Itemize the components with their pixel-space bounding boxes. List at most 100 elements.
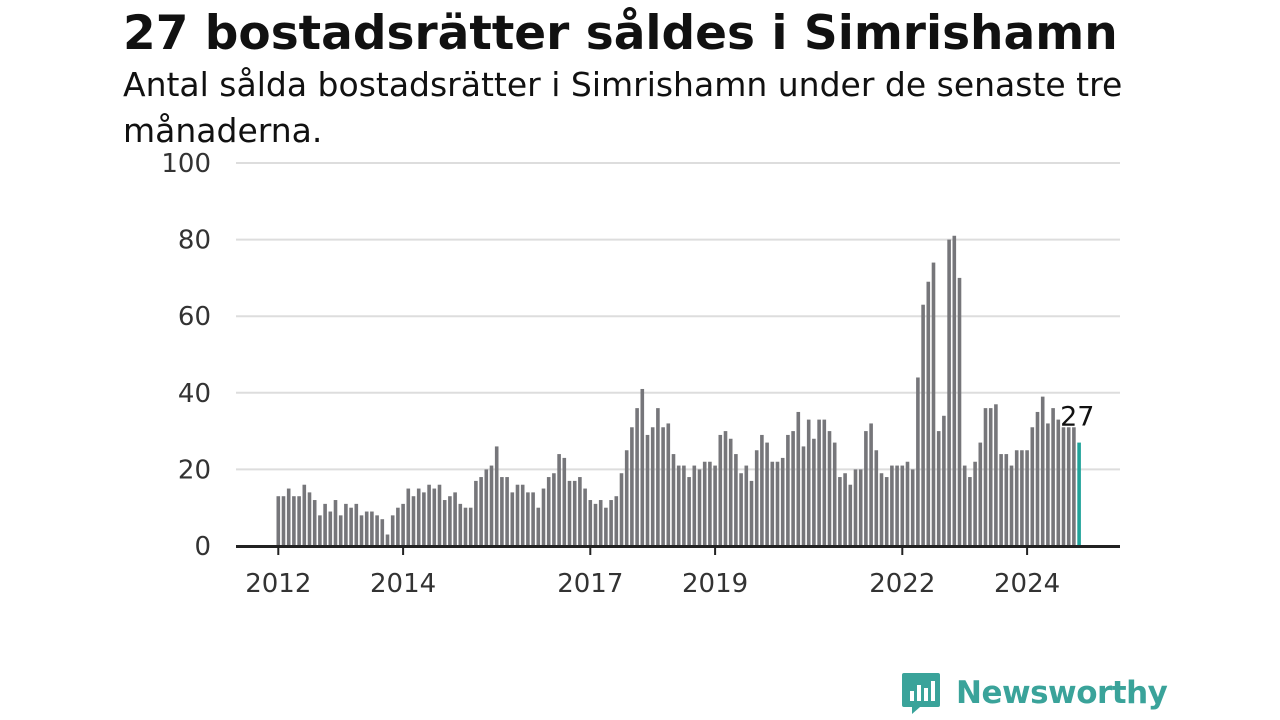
newsworthy-logo: Newsworthy — [900, 668, 1168, 718]
bar — [546, 477, 551, 546]
bar — [650, 427, 655, 546]
bar — [791, 431, 795, 546]
axes — [236, 545, 1120, 555]
bar — [1066, 427, 1071, 546]
bar — [952, 235, 957, 546]
bar — [630, 427, 634, 546]
labels: 0 20 40 60 80 100 2012 2014 2017 2019 2022 2024 27 — [161, 149, 1094, 599]
bar — [562, 457, 567, 546]
bar — [338, 515, 343, 546]
bar — [385, 534, 390, 546]
bar — [1035, 411, 1040, 546]
bar — [749, 480, 754, 546]
bar — [968, 477, 972, 546]
bar — [869, 423, 873, 546]
bar — [557, 454, 561, 546]
bar — [312, 500, 317, 546]
bar — [676, 465, 681, 546]
bar — [286, 488, 291, 546]
bar — [843, 473, 847, 546]
bar — [905, 461, 910, 546]
bar — [1025, 450, 1029, 546]
bar — [682, 465, 686, 546]
bar — [718, 434, 723, 546]
bar — [780, 457, 785, 546]
bar — [962, 465, 967, 546]
bar — [375, 515, 379, 546]
bar — [292, 496, 296, 546]
bar — [884, 477, 889, 546]
bar — [323, 503, 327, 546]
bar — [744, 465, 749, 546]
bar — [468, 507, 473, 546]
bar — [874, 450, 879, 546]
bar — [645, 434, 650, 546]
bar — [552, 473, 556, 546]
bar — [370, 511, 374, 546]
bar — [822, 419, 827, 546]
bar — [973, 461, 977, 546]
bar — [588, 500, 593, 546]
bar — [401, 503, 405, 546]
x-tick-label: 2019 — [682, 569, 748, 599]
bar — [978, 442, 983, 546]
bar — [593, 503, 598, 546]
bar — [853, 469, 858, 546]
bar — [708, 461, 712, 546]
bar — [411, 496, 416, 546]
bar — [281, 496, 286, 546]
latest-value-label: 27 — [1060, 402, 1094, 433]
bar — [916, 377, 920, 546]
bar — [921, 304, 925, 546]
bar — [328, 511, 333, 546]
bar — [1046, 423, 1050, 546]
bar — [786, 434, 790, 546]
bar-latest — [1077, 442, 1081, 546]
bar — [1009, 465, 1014, 546]
y-tick-label: 60 — [178, 302, 211, 332]
bar — [723, 431, 728, 546]
bar — [619, 473, 624, 546]
y-tick-label: 0 — [194, 532, 211, 562]
bar — [302, 484, 307, 546]
bar — [437, 484, 442, 546]
bar — [604, 507, 608, 546]
bar — [1004, 454, 1009, 546]
bar — [416, 488, 421, 546]
x-tick-label: 2022 — [869, 569, 935, 599]
bar-chart-bubble-icon — [902, 673, 940, 714]
chart-subtitle: Antal sålda bostadsrätter i Simrishamn u… — [123, 65, 1123, 150]
bar — [801, 446, 806, 546]
bar — [572, 480, 577, 546]
bar — [666, 423, 671, 546]
bar — [598, 500, 603, 546]
bar — [760, 434, 764, 546]
bar — [947, 239, 951, 546]
bar — [396, 507, 400, 546]
bar — [1051, 408, 1055, 546]
bar — [583, 488, 587, 546]
bar — [910, 469, 915, 546]
y-tick-label: 40 — [178, 379, 211, 409]
bar — [354, 503, 359, 546]
bar — [879, 473, 884, 546]
bar — [890, 465, 894, 546]
gridlines — [236, 162, 1120, 471]
bar — [609, 500, 613, 546]
bar — [624, 450, 629, 546]
bar — [775, 461, 780, 546]
bar — [739, 473, 743, 546]
bar — [1072, 427, 1076, 546]
bar — [931, 262, 936, 546]
bar — [567, 480, 572, 546]
bar — [333, 500, 338, 546]
bar — [697, 469, 702, 546]
bar — [453, 492, 457, 546]
bar — [1061, 427, 1066, 546]
bar — [692, 465, 697, 546]
bar — [510, 492, 515, 546]
bar — [957, 277, 962, 546]
x-tick-label: 2014 — [370, 569, 436, 599]
x-tick-label: 2012 — [245, 569, 311, 599]
